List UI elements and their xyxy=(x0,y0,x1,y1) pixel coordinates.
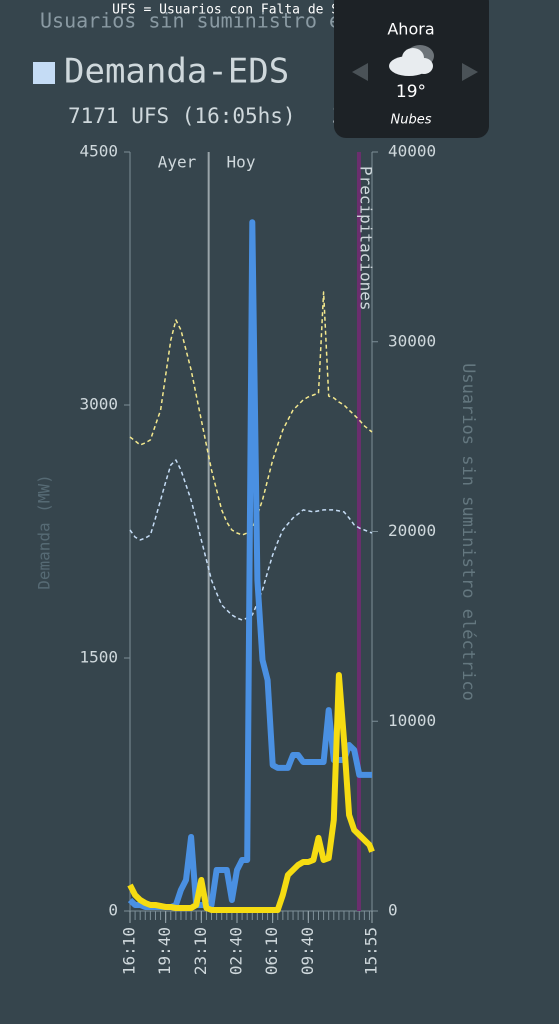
y-tick-label: 4500 xyxy=(79,142,118,161)
series-line xyxy=(127,672,375,913)
legend-label: Demanda-EDS xyxy=(64,52,289,92)
y2-tick-label: 30000 xyxy=(388,331,436,350)
y-tick-label: 1500 xyxy=(79,648,118,667)
series-line xyxy=(129,291,373,536)
x-tick-label: 15:55 xyxy=(362,927,381,975)
y2-tick-label: 40000 xyxy=(388,142,436,161)
annotation: 3124 UFS xyxy=(332,104,433,128)
series-line xyxy=(129,459,373,621)
x-tick-label: 16:10 xyxy=(120,927,139,975)
x-tick-label: 06:10 xyxy=(262,927,281,975)
y-tick-label: 3000 xyxy=(79,395,118,414)
y2-tick-label: 20000 xyxy=(388,521,436,540)
x-tick-label: 19:40 xyxy=(155,927,174,975)
x-tick-label: 23:10 xyxy=(191,927,210,975)
y2-tick-label: 0 xyxy=(388,901,398,920)
period-label: Ayer xyxy=(158,153,197,172)
y-axis-label: Demanda (MW) xyxy=(35,474,54,590)
annotation: 7171 UFS (16:05hs) xyxy=(68,104,296,128)
x-tick-label: 02:40 xyxy=(226,927,245,975)
y-tick-label: 0 xyxy=(108,901,118,920)
x-tick-label: 09:40 xyxy=(298,927,317,975)
period-label: Hoy xyxy=(227,153,256,172)
y2-tick-label: 10000 xyxy=(388,711,436,730)
marker-label: Precipitaciones xyxy=(356,166,375,311)
legend-swatch xyxy=(33,62,55,84)
y2-axis-label: Usuarios sin suministro eléctrico xyxy=(458,363,478,701)
chart-title: Usuarios sin suministro eléctrico xyxy=(40,9,437,33)
